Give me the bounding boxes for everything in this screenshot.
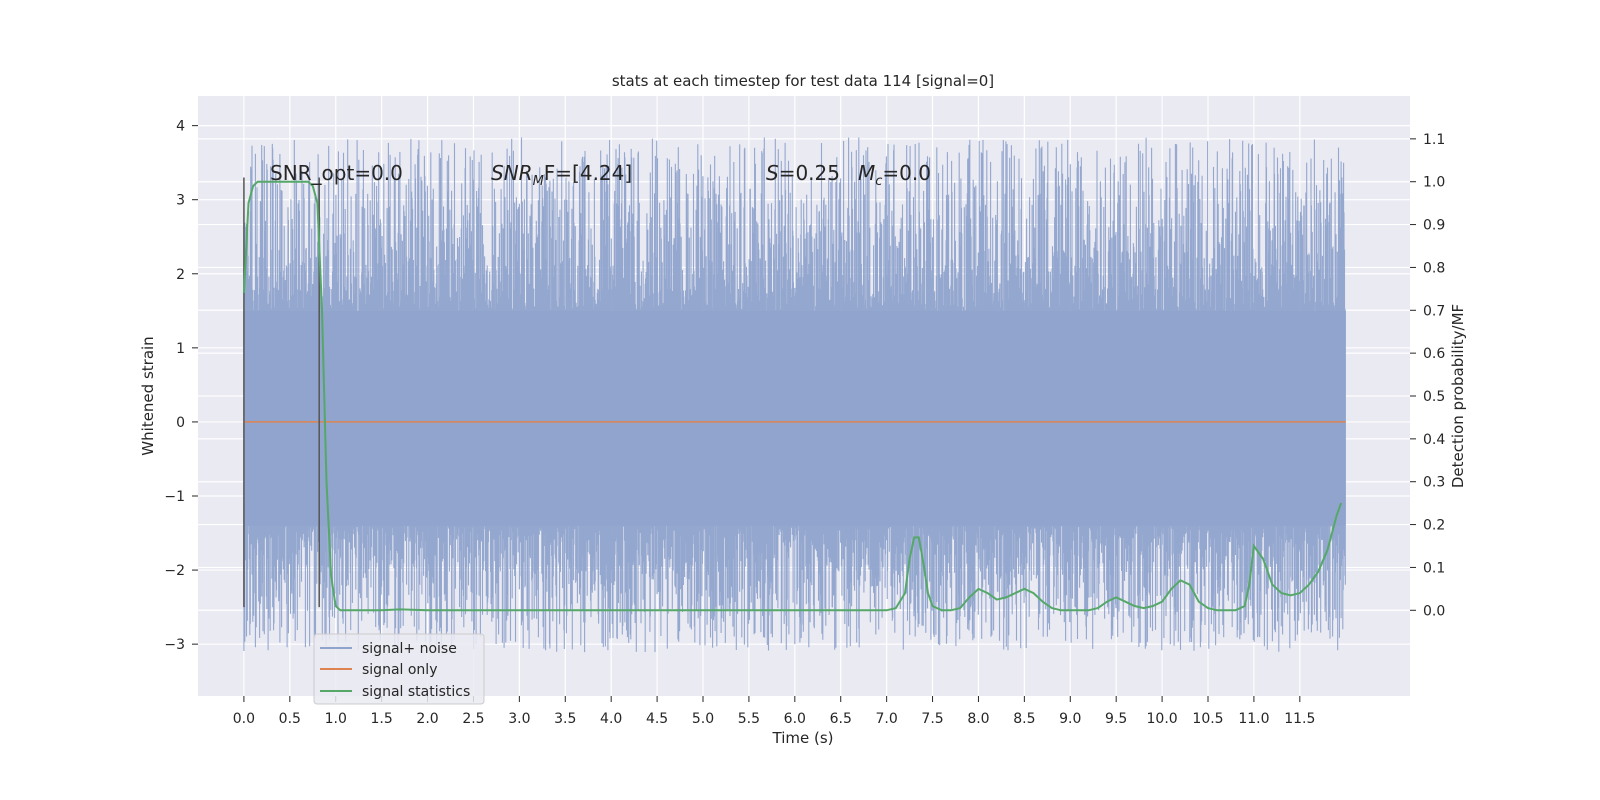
x-axis-ticks: 0.0 0.5 1.0 1.5 2.0 2.5 3.0 3.5 4.0 4.5 5.0 5.5 6.0 6… xyxy=(233,696,1315,727)
chart-title: stats at each timestep for test data 114… xyxy=(612,72,994,90)
x-tick-label: 0.5 xyxy=(279,711,301,727)
snr-mf-subscript: M xyxy=(533,174,544,189)
y2-tick-label: 0.2 xyxy=(1423,518,1445,534)
y2-axis-label: Detection probability/MF xyxy=(1449,304,1467,488)
y-tick-label: 0 xyxy=(176,415,185,431)
snr-mf-annotation: SNRMF=[4.24] xyxy=(491,161,632,189)
x-tick-label: 8.5 xyxy=(1013,711,1035,727)
y2-tick-label: 0.5 xyxy=(1423,389,1445,405)
snr-opt-annotation: SNR_opt=0.0 xyxy=(270,161,403,185)
x-tick-label: 6.5 xyxy=(830,711,852,727)
x-tick-label: 9.0 xyxy=(1059,711,1081,727)
y2-tick-label: 0.3 xyxy=(1423,475,1445,491)
y-tick-label: −1 xyxy=(164,489,185,505)
x-tick-label: 10.0 xyxy=(1147,711,1178,727)
signal-statistics-line xyxy=(242,180,1343,612)
x-tick-label: 11.5 xyxy=(1284,711,1315,727)
y-tick-label: −3 xyxy=(164,637,185,653)
mc-annotation: Mc=0.0 xyxy=(858,161,931,189)
x-tick-label: 5.0 xyxy=(692,711,714,727)
y2-tick-label: 0.9 xyxy=(1423,218,1445,234)
y-tick-label: 2 xyxy=(176,267,185,283)
x-tick-label: 4.0 xyxy=(600,711,622,727)
x-tick-label: 7.5 xyxy=(921,711,943,727)
y2-tick-label: 0.8 xyxy=(1423,260,1445,276)
y2-tick-label: 0.0 xyxy=(1423,603,1445,619)
x-tick-label: 8.0 xyxy=(967,711,989,727)
mc-subscript: c xyxy=(875,174,882,189)
x-tick-label: 6.0 xyxy=(784,711,806,727)
signal-noise-series xyxy=(243,137,1346,653)
x-tick-label: 10.5 xyxy=(1192,711,1223,727)
mc-value: =0.0 xyxy=(882,161,931,185)
y2-tick-label: 1.0 xyxy=(1423,175,1445,191)
x-tick-label: 2.0 xyxy=(416,711,438,727)
x-axis-label: Time (s) xyxy=(772,729,834,747)
y2-tick-label: 0.1 xyxy=(1423,560,1445,576)
x-tick-label: 0.0 xyxy=(233,711,255,727)
y-axis-ticks: −3 −2 −1 0 1 2 3 4 xyxy=(164,119,198,653)
x-tick-label: 4.5 xyxy=(646,711,668,727)
x-tick-label: 3.0 xyxy=(508,711,530,727)
x-tick-label: 3.5 xyxy=(554,711,576,727)
s-symbol: S xyxy=(766,161,779,185)
y2-tick-label: 0.7 xyxy=(1423,303,1445,319)
y2-tick-label: 0.6 xyxy=(1423,346,1445,362)
x-tick-label: 11.0 xyxy=(1238,711,1269,727)
y-tick-label: 1 xyxy=(176,341,185,357)
x-tick-label: 9.5 xyxy=(1105,711,1127,727)
legend-box xyxy=(313,633,485,705)
legend-label-signal-only: signal only xyxy=(362,662,437,678)
s-value: =0.25 xyxy=(779,161,840,185)
x-tick-label: 1.5 xyxy=(371,711,393,727)
y-tick-label: −2 xyxy=(164,563,185,579)
y2-tick-label: 0.4 xyxy=(1423,432,1445,448)
mc-symbol: M xyxy=(858,161,875,185)
snr-mf-value: F=[4.24] xyxy=(544,161,632,185)
snr-mf-symbol: SNR xyxy=(491,161,533,185)
x-tick-label: 2.5 xyxy=(462,711,484,727)
legend-label-signal-statistics: signal statistics xyxy=(362,684,470,700)
x-tick-label: 1.0 xyxy=(325,711,347,727)
y2-tick-label: 1.1 xyxy=(1423,132,1445,148)
y2-axis-ticks: 0.0 0.1 0.2 0.3 0.4 0.5 0.6 0.7 0.8 0.9 1.0 1.1 xyxy=(1410,132,1445,619)
y-axis-label: Whitened strain xyxy=(139,336,157,455)
x-tick-label: 5.5 xyxy=(738,711,760,727)
legend: signal+ noise signal only signal statist… xyxy=(313,633,485,705)
x-tick-label: 7.0 xyxy=(876,711,898,727)
y-tick-label: 4 xyxy=(176,119,185,135)
y-tick-label: 3 xyxy=(176,193,185,209)
s-annotation: S=0.25 xyxy=(766,161,840,185)
legend-label-signal-noise: signal+ noise xyxy=(362,641,457,657)
